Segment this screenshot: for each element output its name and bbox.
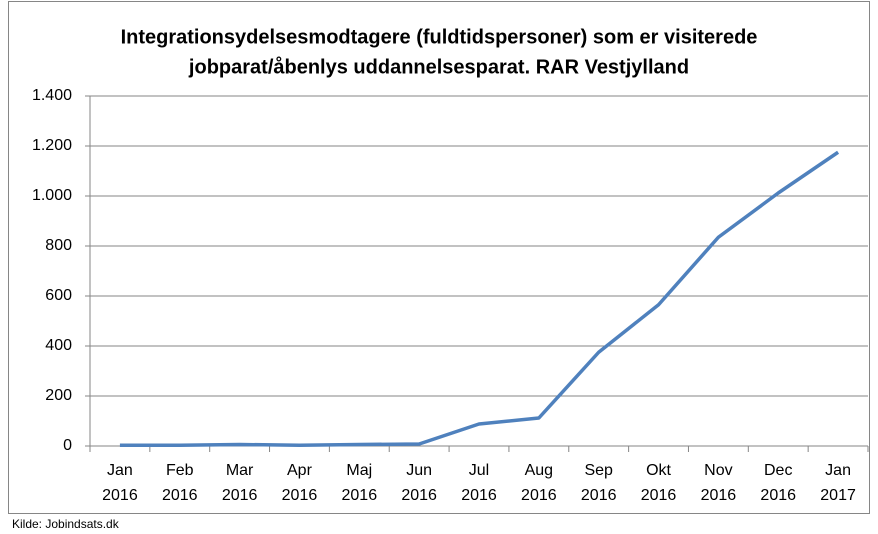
x-tick-label: Jan 2016 (102, 462, 138, 504)
y-tick-label: 200 (45, 387, 72, 404)
x-tick-label: Jun 2016 (401, 462, 437, 504)
x-tick-label: Jan 2017 (820, 462, 856, 504)
y-tick-label: 400 (45, 337, 72, 354)
y-tick-label: 0 (63, 437, 72, 454)
x-tick-label: Mar 2016 (222, 462, 258, 504)
y-tick-label: 800 (45, 237, 72, 254)
x-tick-label: Maj 2016 (342, 462, 378, 504)
x-tick-label: Apr 2016 (282, 462, 318, 504)
source-note: Kilde: Jobindsats.dk (12, 517, 120, 531)
x-tick-label: Jul 2016 (461, 462, 497, 504)
x-tick-label: Sep 2016 (581, 462, 617, 504)
x-tick-label: Feb 2016 (162, 462, 198, 504)
x-tick-label: Dec 2016 (760, 462, 796, 504)
y-tick-label: 1.400 (32, 87, 72, 104)
chart-title: Integrationsydelsesmodtagere (fuldtidspe… (121, 26, 758, 48)
x-tick-label: Okt 2016 (641, 462, 677, 504)
data-line (119, 150, 840, 447)
y-tick-label: 1.200 (32, 137, 72, 154)
y-tick-label: 600 (45, 287, 72, 304)
x-tick-label: Nov 2016 (701, 462, 737, 504)
x-tick-label: Aug 2016 (521, 462, 557, 504)
chart-frame (8, 1, 870, 514)
chart-title: jobparat/åbenlys uddannelsesparat. RAR V… (188, 55, 689, 78)
y-tick-label: 1.000 (32, 187, 72, 204)
